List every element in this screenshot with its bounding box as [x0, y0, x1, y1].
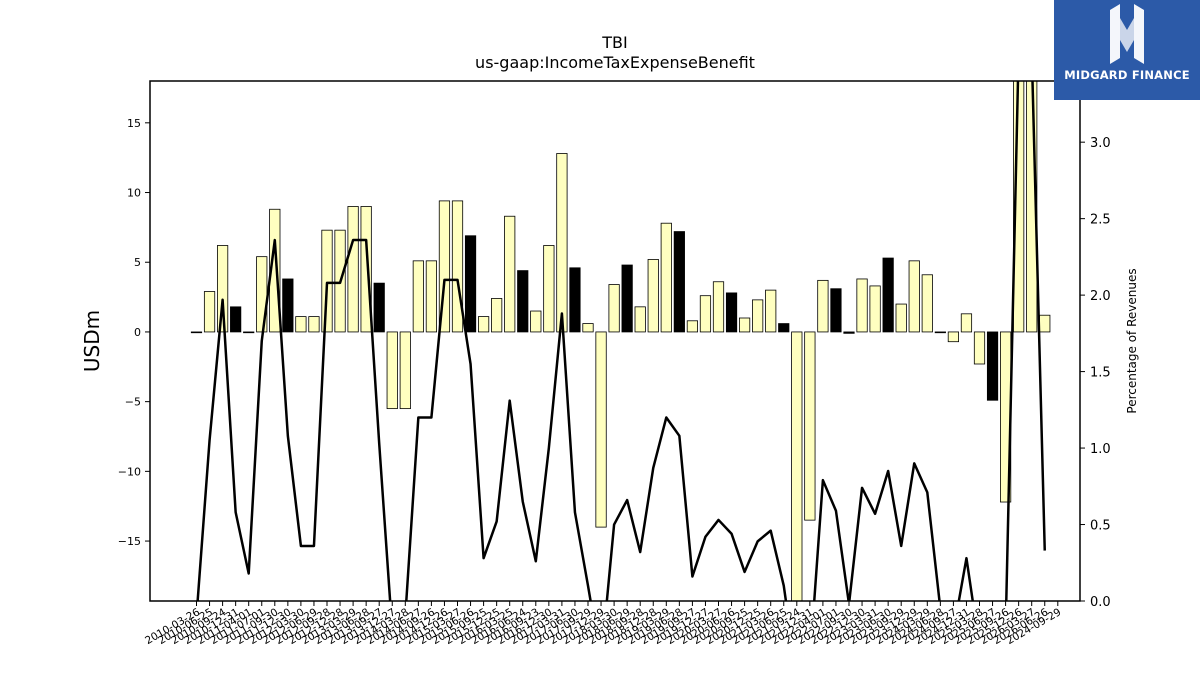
bar [947, 331, 960, 343]
revenue-percentage-line [196, 81, 1046, 601]
bar [412, 260, 424, 333]
bar [921, 274, 933, 333]
bar [725, 292, 738, 333]
bar [843, 331, 855, 334]
bar [321, 229, 333, 333]
bar [960, 313, 973, 333]
bar [856, 278, 868, 333]
y2-tick-label: 1.5 [1090, 366, 1111, 381]
bar [399, 331, 411, 410]
bar [973, 331, 986, 365]
y2-tick-label: 1.0 [1090, 442, 1111, 457]
bar [464, 235, 477, 333]
y-axis-label: USDm [80, 310, 104, 372]
bar [673, 231, 685, 333]
line-layer [196, 81, 1046, 601]
bar [882, 257, 894, 333]
bar [817, 279, 829, 333]
y-tick-label: 5 [134, 256, 141, 269]
bar [569, 267, 581, 333]
bar-group [190, 80, 1051, 602]
y2-axis: 0.0 0.5 1.0 1.5 2.0 2.5 3.0 [1080, 136, 1111, 610]
bar [347, 206, 359, 333]
bar [295, 316, 307, 333]
y2-tick-label: 2.0 [1090, 289, 1111, 304]
y2-axis-label: Percentage of Revenues [1125, 268, 1139, 413]
y2-tick-label: 3.0 [1090, 136, 1111, 151]
x-axis: 2010-03-262010-06-252010-09-242010-12-31… [143, 601, 1063, 647]
bar [895, 303, 907, 333]
chart-subtitle: us-gaap:IncomeTaxExpenseBenefit [475, 53, 755, 72]
y-tick-label: 15 [127, 117, 141, 130]
y-tick-label: 10 [127, 187, 141, 200]
bar [517, 270, 529, 333]
bar [804, 331, 816, 521]
bar [477, 316, 490, 333]
bar [778, 323, 790, 333]
bar [686, 320, 699, 333]
bar [386, 331, 398, 410]
midgard-logo-icon [1110, 4, 1144, 64]
y2-tick-label: 2.5 [1090, 213, 1111, 228]
bar [765, 289, 777, 333]
y-tick-label: −10 [118, 465, 141, 478]
plot-frame [149, 80, 1081, 602]
bar [543, 245, 555, 333]
bar [595, 331, 607, 528]
bar [1039, 314, 1051, 333]
bar [752, 299, 764, 333]
bar [712, 281, 725, 333]
y-tick-label: 0 [134, 326, 141, 339]
bar [934, 331, 946, 334]
bar [530, 310, 542, 333]
bar [699, 295, 712, 333]
bar [582, 323, 594, 333]
y-axis: −15 −10 −5 0 5 10 15 [118, 117, 150, 548]
bar [647, 259, 659, 333]
bar [608, 284, 620, 333]
bar [308, 316, 320, 333]
bar [869, 285, 881, 333]
bar [282, 278, 294, 333]
bar [360, 206, 372, 333]
bar [230, 306, 242, 333]
bar [243, 331, 255, 334]
bar [660, 222, 672, 333]
y-tick-label: −15 [118, 535, 141, 548]
bar [739, 317, 751, 333]
bar [203, 291, 216, 333]
bar [791, 331, 803, 602]
bar [216, 245, 229, 333]
bar [556, 153, 568, 333]
y-tick-label: −5 [125, 396, 141, 409]
bar [373, 282, 385, 333]
brand-logo: MIDGARD FINANCE [1054, 0, 1200, 100]
bar [438, 200, 451, 333]
y2-tick-label: 0.0 [1090, 595, 1111, 610]
bar [491, 298, 503, 333]
bar [451, 200, 464, 333]
brand-name: MIDGARD FINANCE [1064, 68, 1190, 82]
bar [190, 331, 203, 334]
bar [634, 306, 646, 333]
chart-title: TBI [601, 33, 627, 52]
bar [830, 288, 842, 333]
bar [986, 331, 999, 401]
bar [425, 260, 438, 333]
bar [504, 215, 516, 333]
bar [908, 260, 920, 333]
bar [621, 264, 633, 333]
y2-tick-label: 0.5 [1090, 519, 1111, 534]
